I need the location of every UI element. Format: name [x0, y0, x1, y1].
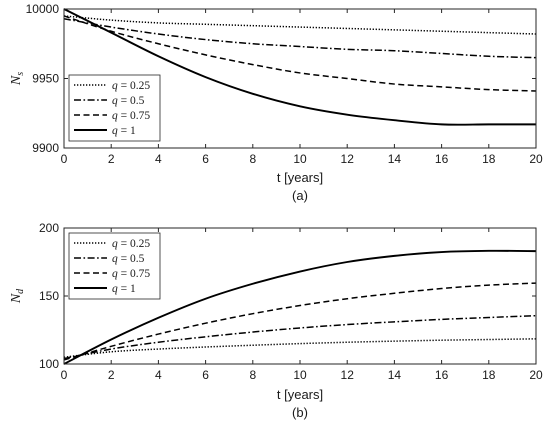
panel-a-x-tick-label: 0 [61, 152, 68, 166]
panel-a-caption: (a) [292, 188, 308, 203]
panel-b-x-tick-label: 8 [249, 368, 256, 382]
panel-b-legend-label-0: q = 0.25 [112, 238, 150, 250]
panel-b-x-tick-label: 2 [108, 368, 115, 382]
panel-b-y-tick-label: 100 [39, 357, 59, 371]
panel-b: 0 2 4 6 8 10 12 14 16 18 20 100 150 200 t [years] Nd (b)… [9, 221, 543, 420]
panel-a-series-line-1 [63, 17, 537, 59]
panel-a-y-tick-label: 9950 [32, 72, 59, 86]
panel-a-y-tick-label: 10000 [26, 2, 60, 16]
panel-b-series-line-3 [63, 249, 537, 365]
panel-b-x-tick-label: 0 [61, 368, 68, 382]
panel-b-y-axis-label: Nd [9, 288, 26, 304]
panel-b-series-line-2 [63, 282, 537, 361]
panel-a-legend-label-3: q = 1 [112, 125, 136, 137]
panel-a-x-tick-label: 14 [388, 152, 402, 166]
panel-b-y-tick-label: 200 [39, 221, 59, 235]
panel-b-x-tick-label: 12 [341, 368, 355, 382]
panel-b-caption: (b) [292, 405, 308, 420]
panel-a-y-axis-label: Ns [9, 72, 26, 86]
panel-b-series-line-1 [63, 314, 537, 360]
panel-b-series-line-0 [63, 338, 537, 358]
panel-b-legend-label-2: q = 0.75 [112, 268, 150, 280]
panel-b-x-tick-label: 18 [482, 368, 496, 382]
panel-a-x-tick-label: 20 [529, 152, 543, 166]
panel-b-legend-label-3: q = 1 [112, 283, 136, 295]
panel-a-x-tick-label: 10 [293, 152, 307, 166]
panel-a-x-tick-label: 4 [155, 152, 162, 166]
panel-a: 0 2 4 6 8 10 12 14 16 18 20 9900 9950 10000 t [years] N… [9, 2, 543, 203]
panel-a-legend-label-0: q = 0.25 [112, 80, 150, 92]
panel-a-x-tick-label: 18 [482, 152, 496, 166]
panel-a-legend-label-1: q = 0.5 [112, 95, 145, 107]
panel-a-series-line-3 [63, 8, 536, 126]
panel-a-x-axis-label: t [years] [277, 170, 323, 185]
panel-a-y-tick-label: 9900 [32, 141, 59, 155]
panel-b-x-tick-label: 4 [155, 368, 162, 382]
panel-a-x-tick-label: 6 [202, 152, 209, 166]
panel-a-legend: q = 0.25 q = 0.5 q = 0.75 q = 1 [68, 74, 161, 142]
panel-b-legend-label-1: q = 0.5 [112, 253, 145, 265]
panel-b-y-tick-label: 150 [39, 289, 59, 303]
panel-b-x-tick-label: 16 [435, 368, 449, 382]
panel-b-legend: q = 0.25 q = 0.5 q = 0.75 q = 1 [68, 232, 161, 300]
panel-b-x-axis-label: t [years] [277, 387, 323, 402]
panel-b-x-tick-label: 6 [202, 368, 209, 382]
panel-a-legend-label-2: q = 0.75 [112, 110, 150, 122]
panel-a-x-tick-label: 8 [249, 152, 256, 166]
panel-b-x-tick-label: 20 [529, 368, 543, 382]
panel-a-series-line-2 [63, 15, 537, 92]
panel-a-x-tick-label: 16 [435, 152, 449, 166]
panel-b-x-tick-label: 14 [388, 368, 402, 382]
panel-b-x-tick-label: 10 [293, 368, 307, 382]
panel-a-x-tick-label: 12 [341, 152, 355, 166]
panel-a-x-tick-label: 2 [108, 152, 115, 166]
